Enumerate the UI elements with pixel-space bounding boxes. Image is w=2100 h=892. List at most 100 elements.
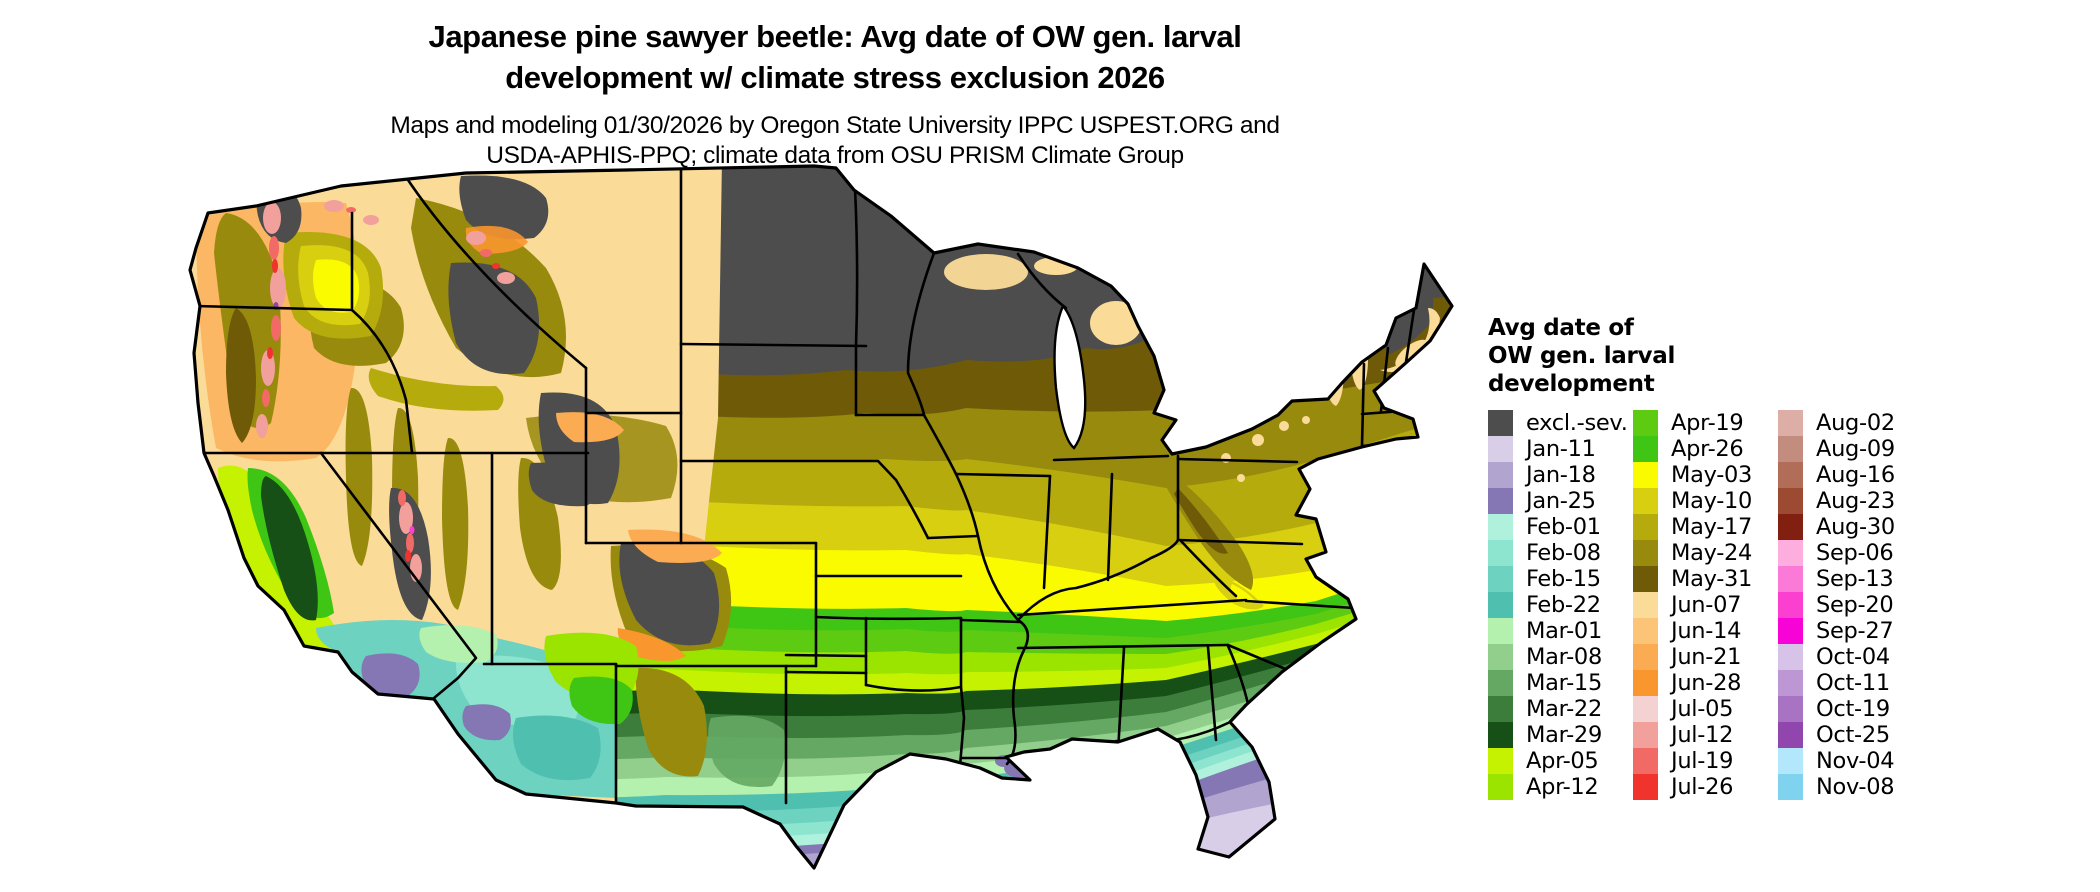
map-header: Japanese pine sawyer beetle: Avg date of…: [180, 16, 1490, 171]
subtitle-line-1: Maps and modeling 01/30/2026 by Oregon S…: [390, 112, 1280, 139]
legend-entry: May-24: [1633, 540, 1778, 566]
legend-entry: Apr-19: [1633, 410, 1778, 436]
legend-swatch: [1633, 488, 1658, 514]
legend-entry: Jan-18: [1488, 462, 1633, 488]
legend-entry: Aug-09: [1778, 436, 1938, 462]
legend-swatch: [1633, 748, 1658, 774]
legend-entry: Mar-22: [1488, 696, 1633, 722]
legend-entry: Jun-14: [1633, 618, 1778, 644]
legend-label: Feb-15: [1526, 566, 1601, 592]
legend-label: Mar-15: [1526, 670, 1602, 696]
legend-label: Jan-11: [1526, 436, 1596, 462]
legend-label: May-03: [1671, 462, 1753, 488]
legend-label: Sep-27: [1816, 618, 1894, 644]
legend-swatch: [1778, 722, 1803, 748]
legend-entry: Jan-11: [1488, 436, 1633, 462]
legend-swatch: [1488, 488, 1513, 514]
legend-label: Feb-01: [1526, 514, 1601, 540]
legend-swatch: [1488, 566, 1513, 592]
us-choropleth-map: [166, 158, 1458, 892]
legend-label: Oct-25: [1816, 722, 1890, 748]
legend-swatch: [1488, 644, 1513, 670]
legend-label: Jun-28: [1671, 670, 1742, 696]
legend-entry: Mar-08: [1488, 644, 1633, 670]
legend-label: Jun-07: [1671, 592, 1742, 618]
legend-swatch: [1488, 462, 1513, 488]
legend-label: Aug-23: [1816, 488, 1895, 514]
legend-label: Apr-05: [1526, 748, 1599, 774]
legend-entry: Jul-05: [1633, 696, 1778, 722]
legend-label: Aug-16: [1816, 462, 1895, 488]
legend-swatch: [1778, 670, 1803, 696]
legend-label: May-10: [1671, 488, 1753, 514]
legend-entry: Aug-16: [1778, 462, 1938, 488]
legend-label: Aug-09: [1816, 436, 1895, 462]
legend-swatch: [1778, 436, 1803, 462]
legend-swatch: [1488, 774, 1513, 800]
legend-entry: Sep-13: [1778, 566, 1938, 592]
legend-label: Jan-25: [1526, 488, 1596, 514]
legend-entry: Feb-01: [1488, 514, 1633, 540]
legend-label: Feb-22: [1526, 592, 1601, 618]
map-fill-layers: [190, 166, 1452, 868]
legend-swatch: [1633, 540, 1658, 566]
legend-label: Mar-01: [1526, 618, 1602, 644]
legend-swatch: [1633, 644, 1658, 670]
legend-swatch: [1633, 410, 1658, 436]
legend-swatch: [1633, 462, 1658, 488]
legend-swatch: [1633, 592, 1658, 618]
legend-column-2: Apr-19 Apr-26 May-03 May-10 May-17 May-24 May-…: [1633, 410, 1778, 800]
legend-label: May-31: [1671, 566, 1753, 592]
legend-swatch: [1488, 514, 1513, 540]
legend-label: Apr-19: [1671, 410, 1744, 436]
legend-label: Mar-22: [1526, 696, 1602, 722]
subtitle-line-2: USDA-APHIS-PPQ; climate data from OSU PR…: [486, 142, 1184, 169]
legend-swatch: [1488, 696, 1513, 722]
legend-label: Apr-26: [1671, 436, 1744, 462]
legend-entry: May-17: [1633, 514, 1778, 540]
legend-entry: Feb-15: [1488, 566, 1633, 592]
legend-swatch: [1488, 436, 1513, 462]
legend-entry: Aug-23: [1778, 488, 1938, 514]
legend-label: May-24: [1671, 540, 1753, 566]
legend-entry: Sep-20: [1778, 592, 1938, 618]
legend-swatch: [1488, 410, 1513, 436]
legend-swatch: [1633, 618, 1658, 644]
lake-michigan: [1053, 303, 1087, 450]
legend-entry: May-03: [1633, 462, 1778, 488]
legend-title: Avg date of OW gen. larval development: [1488, 314, 1988, 398]
legend-entry: Nov-08: [1778, 774, 1938, 800]
title-line-1: Japanese pine sawyer beetle: Avg date of…: [428, 19, 1242, 54]
legend-label: Nov-08: [1816, 774, 1895, 800]
legend-swatch: [1633, 696, 1658, 722]
legend-entry: Apr-26: [1633, 436, 1778, 462]
legend-entry: Jan-25: [1488, 488, 1633, 514]
legend-swatch: [1488, 618, 1513, 644]
title-line-2: development w/ climate stress exclusion …: [505, 60, 1165, 95]
legend-column-3: Aug-02 Aug-09 Aug-16 Aug-23 Aug-30 Sep-06 Sep-…: [1778, 410, 1938, 800]
legend-entry: Oct-11: [1778, 670, 1938, 696]
legend-label: Jul-05: [1671, 696, 1734, 722]
legend-entry: May-31: [1633, 566, 1778, 592]
legend-label: Jul-26: [1671, 774, 1734, 800]
legend-entry: Jul-26: [1633, 774, 1778, 800]
legend-entry: excl.-sev.: [1488, 410, 1633, 436]
legend-label: Feb-08: [1526, 540, 1601, 566]
legend-swatch: [1778, 514, 1803, 540]
legend-swatch: [1633, 514, 1658, 540]
legend-entry: Jul-19: [1633, 748, 1778, 774]
legend-label: Apr-12: [1526, 774, 1599, 800]
legend-label: Jul-19: [1671, 748, 1734, 774]
legend-swatch: [1633, 566, 1658, 592]
legend-entry: Oct-19: [1778, 696, 1938, 722]
legend-label: Sep-06: [1816, 540, 1894, 566]
legend-label: Sep-20: [1816, 592, 1894, 618]
legend-title-line-2: OW gen. larval: [1488, 343, 1676, 369]
legend-label: Aug-30: [1816, 514, 1895, 540]
us-map-svg: [188, 164, 1454, 870]
legend-swatch: [1488, 670, 1513, 696]
legend-entry: Sep-27: [1778, 618, 1938, 644]
legend-swatch: [1633, 722, 1658, 748]
legend-swatch: [1778, 618, 1803, 644]
legend-label: May-17: [1671, 514, 1753, 540]
